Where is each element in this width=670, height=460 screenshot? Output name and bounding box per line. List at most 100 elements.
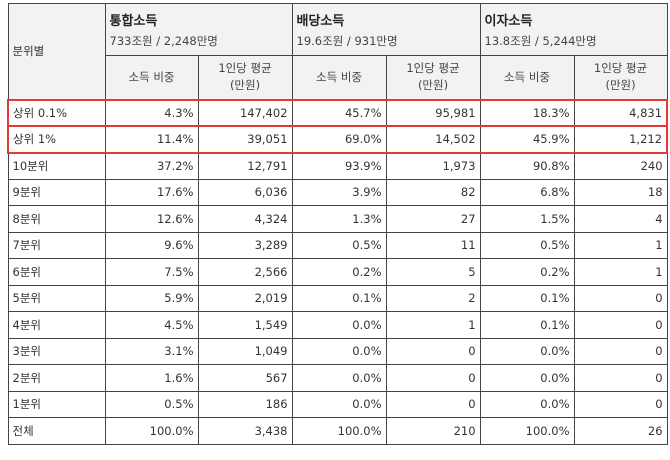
row-label: 1분위 <box>7 390 106 418</box>
table-row: 10분위 37.2% 12,791 93.9% 1,973 90.8% 240 <box>7 152 668 180</box>
cell-per-capita-avg: 1 <box>573 231 668 259</box>
cell-per-capita-avg: 567 <box>197 364 293 392</box>
row-label: 8분위 <box>7 205 106 233</box>
cell-per-capita-avg: 0 <box>385 390 481 418</box>
cell-per-capita-avg: 26 <box>573 417 668 445</box>
cell-income-share: 45.9% <box>479 125 575 154</box>
cell-per-capita-avg: 0 <box>385 364 481 392</box>
cell-per-capita-avg: 1,049 <box>197 337 293 365</box>
cell-per-capita-avg: 11 <box>385 231 481 259</box>
table-row: 2분위 1.6% 567 0.0% 0 0.0% 0 <box>7 364 668 392</box>
cell-per-capita-avg: 0 <box>573 390 668 418</box>
cell-income-share: 0.1% <box>479 284 575 312</box>
cell-income-share: 100.0% <box>104 417 199 445</box>
cell-income-share: 0.5% <box>104 390 199 418</box>
cell-per-capita-avg: 95,981 <box>385 98 481 127</box>
cell-income-share: 90.8% <box>479 152 575 180</box>
cell-per-capita-avg: 5 <box>385 258 481 286</box>
cell-per-capita-avg: 210 <box>385 417 481 445</box>
group-title: 배당소득 <box>296 14 345 29</box>
row-label: 3분위 <box>7 337 106 365</box>
cell-income-share: 5.9% <box>104 284 199 312</box>
cell-income-share: 4.5% <box>104 311 199 339</box>
cell-income-share: 0.1% <box>291 284 387 312</box>
row-label: 상위 0.1% <box>7 98 106 127</box>
sub-header-per-capita-avg: 1인당 평균 (만원) <box>197 55 293 100</box>
cell-income-share: 0.0% <box>291 390 387 418</box>
cell-per-capita-avg: 3,438 <box>197 417 293 445</box>
cell-per-capita-avg: 4,831 <box>573 98 669 127</box>
cell-per-capita-avg: 1,973 <box>385 152 481 180</box>
cell-income-share: 45.7% <box>291 98 387 127</box>
table-row: 상위 0.1% 4.3% 147,402 45.7% 95,981 18.3% 4,831 <box>7 98 669 127</box>
cell-income-share: 6.8% <box>479 178 575 206</box>
group-subtitle: 19.6조원 / 931만명 <box>296 34 398 48</box>
cell-income-share: 9.6% <box>104 231 199 259</box>
cell-per-capita-avg: 0 <box>573 284 668 312</box>
row-label: 6분위 <box>7 258 106 286</box>
cell-income-share: 1.6% <box>104 364 199 392</box>
row-label: 5분위 <box>7 284 106 312</box>
cell-income-share: 37.2% <box>104 152 199 180</box>
cell-income-share: 1.5% <box>479 205 575 233</box>
row-label: 7분위 <box>7 231 106 259</box>
cell-income-share: 69.0% <box>291 125 387 154</box>
row-label: 2분위 <box>7 364 106 392</box>
cell-per-capita-avg: 1 <box>573 258 668 286</box>
table-row: 9분위 17.6% 6,036 3.9% 82 6.8% 18 <box>7 178 668 206</box>
cell-per-capita-avg: 1,549 <box>197 311 293 339</box>
cell-per-capita-avg: 186 <box>197 390 293 418</box>
cell-per-capita-avg: 240 <box>573 152 668 180</box>
cell-per-capita-avg: 27 <box>385 205 481 233</box>
cell-income-share: 4.3% <box>104 98 199 127</box>
cell-per-capita-avg: 2,566 <box>197 258 293 286</box>
cell-income-share: 0.2% <box>479 258 575 286</box>
cell-per-capita-avg: 4,324 <box>197 205 293 233</box>
table-row: 5분위 5.9% 2,019 0.1% 2 0.1% 0 <box>7 284 668 312</box>
sub-header-income-share: 소득 비중 <box>291 55 387 100</box>
cell-income-share: 0.0% <box>291 364 387 392</box>
cell-income-share: 0.0% <box>479 390 575 418</box>
table-row: 전체 100.0% 3,438 100.0% 210 100.0% 26 <box>7 417 668 445</box>
cell-per-capita-avg: 0 <box>573 311 668 339</box>
table-row: 8분위 12.6% 4,324 1.3% 27 1.5% 4 <box>7 205 668 233</box>
cell-per-capita-avg: 18 <box>573 178 668 206</box>
cell-income-share: 3.1% <box>104 337 199 365</box>
cell-per-capita-avg: 3,289 <box>197 231 293 259</box>
income-distribution-table: 분위별 통합소득 733조원 / 2,248만명 배당소득 19.6조원 / 931… <box>7 3 669 445</box>
cell-income-share: 12.6% <box>104 205 199 233</box>
cell-income-share: 18.3% <box>479 98 575 127</box>
table-row: 4분위 4.5% 1,549 0.0% 1 0.1% 0 <box>7 311 668 339</box>
group-header-dividend: 배당소득 19.6조원 / 931만명 <box>291 3 481 56</box>
row-label: 전체 <box>7 417 106 445</box>
cell-income-share: 100.0% <box>479 417 575 445</box>
table-row: 6분위 7.5% 2,566 0.2% 5 0.2% 1 <box>7 258 668 286</box>
sub-header-per-capita-avg: 1인당 평균 (만원) <box>385 55 481 100</box>
sub-header-per-capita-avg: 1인당 평균 (만원) <box>573 55 668 100</box>
table-row: 상위 1% 11.4% 39,051 69.0% 14,502 45.9% 1,212 <box>7 125 669 154</box>
cell-per-capita-avg: 82 <box>385 178 481 206</box>
cell-per-capita-avg: 6,036 <box>197 178 293 206</box>
cell-income-share: 0.1% <box>479 311 575 339</box>
cell-income-share: 3.9% <box>291 178 387 206</box>
table-row: 3분위 3.1% 1,049 0.0% 0 0.0% 0 <box>7 337 668 365</box>
row-label: 10분위 <box>7 152 106 180</box>
cell-per-capita-avg: 2,019 <box>197 284 293 312</box>
cell-income-share: 11.4% <box>104 125 199 154</box>
cell-per-capita-avg: 1,212 <box>573 125 669 154</box>
cell-income-share: 93.9% <box>291 152 387 180</box>
table-row: 7분위 9.6% 3,289 0.5% 11 0.5% 1 <box>7 231 668 259</box>
row-label: 9분위 <box>7 178 106 206</box>
group-title: 통합소득 <box>109 14 158 29</box>
cell-per-capita-avg: 12,791 <box>197 152 293 180</box>
group-title: 이자소득 <box>484 14 533 29</box>
cell-per-capita-avg: 0 <box>385 337 481 365</box>
group-subtitle: 13.8조원 / 5,244만명 <box>484 34 597 48</box>
row-label: 상위 1% <box>7 125 106 154</box>
cell-per-capita-avg: 2 <box>385 284 481 312</box>
sub-header-income-share: 소득 비중 <box>104 55 199 100</box>
group-subtitle: 733조원 / 2,248만명 <box>109 34 218 48</box>
cell-income-share: 17.6% <box>104 178 199 206</box>
table-row: 1분위 0.5% 186 0.0% 0 0.0% 0 <box>7 390 668 418</box>
cell-per-capita-avg: 0 <box>573 337 668 365</box>
